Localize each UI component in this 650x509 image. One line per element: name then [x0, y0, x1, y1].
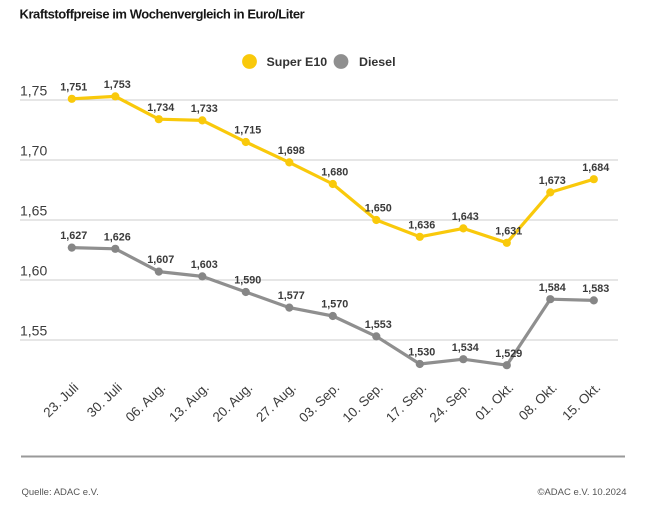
svg-text:1,583: 1,583	[582, 283, 609, 295]
svg-text:1,673: 1,673	[539, 175, 566, 187]
svg-text:1,643: 1,643	[452, 211, 479, 223]
svg-text:Diesel: Diesel	[359, 55, 396, 69]
svg-text:1,577: 1,577	[278, 290, 305, 302]
svg-text:1,698: 1,698	[278, 145, 305, 157]
svg-text:1,70: 1,70	[20, 143, 47, 159]
svg-text:1,680: 1,680	[321, 167, 348, 179]
svg-text:Quelle: ADAC e.V.: Quelle: ADAC e.V.	[22, 487, 99, 498]
svg-text:1,684: 1,684	[582, 162, 609, 174]
svg-text:1,626: 1,626	[104, 231, 131, 243]
svg-text:1,55: 1,55	[20, 323, 47, 339]
svg-text:1,627: 1,627	[60, 230, 87, 242]
svg-text:1,570: 1,570	[321, 299, 348, 311]
svg-text:©ADAC e.V. 10.2024: ©ADAC e.V. 10.2024	[537, 487, 626, 498]
svg-text:1,60: 1,60	[20, 263, 47, 279]
svg-text:1,590: 1,590	[234, 275, 261, 287]
svg-text:1,715: 1,715	[234, 125, 261, 137]
svg-text:1,636: 1,636	[408, 219, 435, 231]
svg-text:1,734: 1,734	[147, 102, 174, 114]
svg-text:1,553: 1,553	[365, 319, 392, 331]
svg-text:1,607: 1,607	[147, 254, 174, 266]
svg-text:1,530: 1,530	[408, 347, 435, 359]
svg-text:1,65: 1,65	[20, 203, 47, 219]
svg-text:1,753: 1,753	[104, 79, 131, 91]
svg-text:1,650: 1,650	[365, 203, 392, 215]
svg-text:Super E10: Super E10	[267, 55, 328, 69]
svg-text:1,75: 1,75	[20, 83, 47, 99]
svg-text:1,751: 1,751	[60, 81, 87, 93]
svg-text:1,631: 1,631	[495, 225, 522, 237]
svg-text:Kraftstoffpreise im Wochenverg: Kraftstoffpreise im Wochenvergleich in E…	[20, 6, 305, 21]
svg-text:1,603: 1,603	[191, 259, 218, 271]
svg-text:1,584: 1,584	[539, 282, 566, 294]
svg-text:1,529: 1,529	[495, 348, 522, 360]
svg-text:1,733: 1,733	[191, 103, 218, 115]
svg-text:1,534: 1,534	[452, 342, 479, 354]
